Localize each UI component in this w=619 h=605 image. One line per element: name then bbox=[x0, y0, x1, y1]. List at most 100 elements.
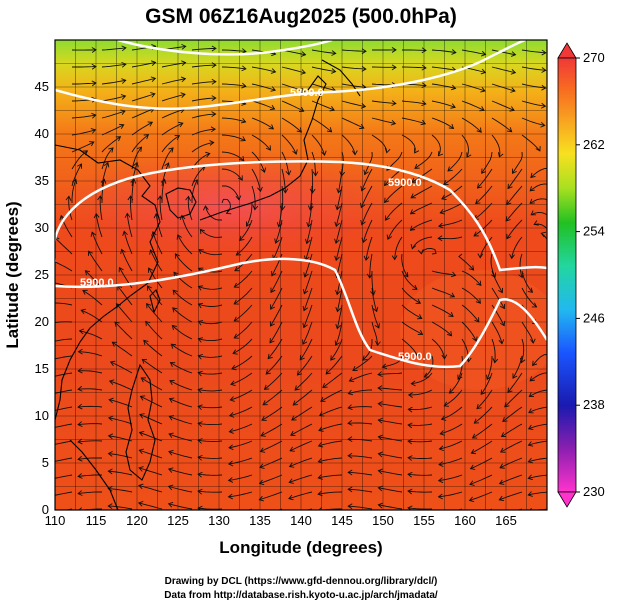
streamline bbox=[168, 485, 193, 493]
streamline-arrowhead bbox=[258, 495, 264, 502]
streamline bbox=[117, 285, 133, 306]
streamline-arrowhead bbox=[93, 212, 100, 219]
streamline-arrowhead bbox=[417, 314, 423, 320]
x-axis-label: Longitude (degrees) bbox=[219, 538, 382, 557]
streamline-arrowhead bbox=[384, 197, 390, 204]
streamline-arrowhead bbox=[233, 299, 239, 305]
streamline bbox=[177, 234, 193, 255]
streamline bbox=[270, 270, 283, 293]
streamline bbox=[439, 440, 463, 450]
streamline-arrowhead bbox=[403, 271, 409, 278]
streamline-arrowhead bbox=[115, 136, 122, 142]
streamline-arrowhead bbox=[143, 134, 150, 140]
streamline bbox=[461, 100, 485, 111]
x-tick-140: 140 bbox=[290, 513, 312, 528]
streamline-arrowhead bbox=[334, 221, 340, 228]
coast-china bbox=[55, 144, 161, 421]
streamline-arrowhead bbox=[120, 109, 126, 115]
streamline-arrowhead bbox=[466, 152, 472, 158]
streamline-arrowhead bbox=[450, 103, 456, 109]
streamline-arrowhead bbox=[334, 272, 341, 279]
streamline bbox=[269, 321, 283, 344]
streamline bbox=[384, 168, 403, 186]
streamline bbox=[336, 287, 343, 312]
streamline bbox=[521, 270, 533, 293]
streamline-arrowhead bbox=[360, 202, 366, 209]
streamline-arrowhead bbox=[107, 433, 114, 440]
streamline bbox=[259, 491, 283, 501]
streamline-arrowhead bbox=[205, 151, 211, 158]
streamline-arrowhead bbox=[241, 82, 247, 89]
streamline bbox=[461, 321, 477, 342]
streamline bbox=[78, 388, 103, 391]
streamline bbox=[108, 470, 133, 476]
streamline-arrowhead bbox=[510, 51, 517, 57]
streamline-arrowhead bbox=[233, 316, 239, 322]
streamline-arrowhead bbox=[121, 61, 127, 68]
streamline bbox=[198, 439, 223, 442]
streamline-arrowhead bbox=[88, 250, 93, 256]
streamline bbox=[335, 219, 343, 244]
streamline bbox=[131, 134, 149, 153]
y-tick-15: 15 bbox=[35, 361, 49, 376]
streamline bbox=[236, 236, 253, 256]
streamline-arrowhead bbox=[209, 140, 215, 146]
streamline-arrowhead bbox=[360, 103, 367, 109]
streamline-arrowhead bbox=[529, 338, 536, 344]
streamline-arrowhead bbox=[410, 193, 416, 199]
streamline-arrowhead bbox=[107, 485, 113, 492]
streamline-arrowhead bbox=[282, 188, 289, 194]
streamline-arrowhead bbox=[197, 471, 203, 478]
streamline-arrowhead bbox=[411, 177, 417, 183]
streamline bbox=[297, 355, 313, 376]
streamline bbox=[438, 491, 463, 498]
streamline-arrowhead bbox=[335, 204, 341, 211]
streamline-arrowhead bbox=[527, 474, 533, 481]
streamline-arrowhead bbox=[414, 352, 421, 358]
streamline bbox=[341, 151, 344, 176]
streamline-arrowhead bbox=[259, 447, 266, 453]
streamline-arrowhead bbox=[347, 404, 353, 411]
streamline bbox=[198, 355, 223, 358]
x-tick-115: 115 bbox=[86, 513, 107, 528]
coastlines bbox=[55, 59, 361, 510]
streamline bbox=[169, 380, 193, 391]
streamline-arrowhead bbox=[512, 373, 518, 379]
streamline-arrowhead bbox=[527, 441, 534, 447]
streamline-arrowhead bbox=[197, 370, 203, 377]
streamline-arrowhead bbox=[48, 357, 52, 362]
streamline-arrowhead bbox=[446, 331, 453, 337]
streamline bbox=[55, 237, 73, 255]
streamline bbox=[410, 202, 433, 215]
streamline bbox=[78, 351, 103, 357]
streamline bbox=[491, 270, 503, 293]
colorbar-bottom-arrow bbox=[557, 491, 577, 508]
streamline bbox=[491, 287, 505, 309]
streamline bbox=[159, 196, 163, 221]
streamline bbox=[270, 287, 283, 310]
streamline bbox=[529, 198, 547, 204]
streamline bbox=[461, 49, 486, 55]
streamline-arrowhead bbox=[285, 170, 292, 176]
streamline-arrowhead bbox=[509, 253, 515, 260]
streamline-arrowhead bbox=[377, 371, 383, 377]
streamline-arrowhead bbox=[509, 106, 515, 112]
streamline-arrowhead bbox=[407, 488, 413, 495]
streamline-arrowhead bbox=[449, 292, 456, 298]
streamline bbox=[262, 389, 283, 406]
streamline bbox=[251, 134, 271, 151]
streamline bbox=[140, 377, 163, 391]
streamline bbox=[528, 474, 547, 479]
streamline bbox=[55, 491, 73, 496]
streamline bbox=[335, 321, 343, 346]
streamline-arrowhead bbox=[529, 198, 535, 204]
streamline-arrowhead bbox=[211, 62, 217, 69]
streamline bbox=[168, 433, 193, 442]
streamline-arrowhead bbox=[500, 432, 507, 438]
streamline bbox=[131, 121, 153, 136]
streamline-arrowhead bbox=[228, 412, 235, 418]
streamline bbox=[336, 304, 343, 329]
streamline bbox=[198, 507, 223, 510]
streamline bbox=[281, 168, 286, 193]
streamline bbox=[168, 503, 193, 510]
